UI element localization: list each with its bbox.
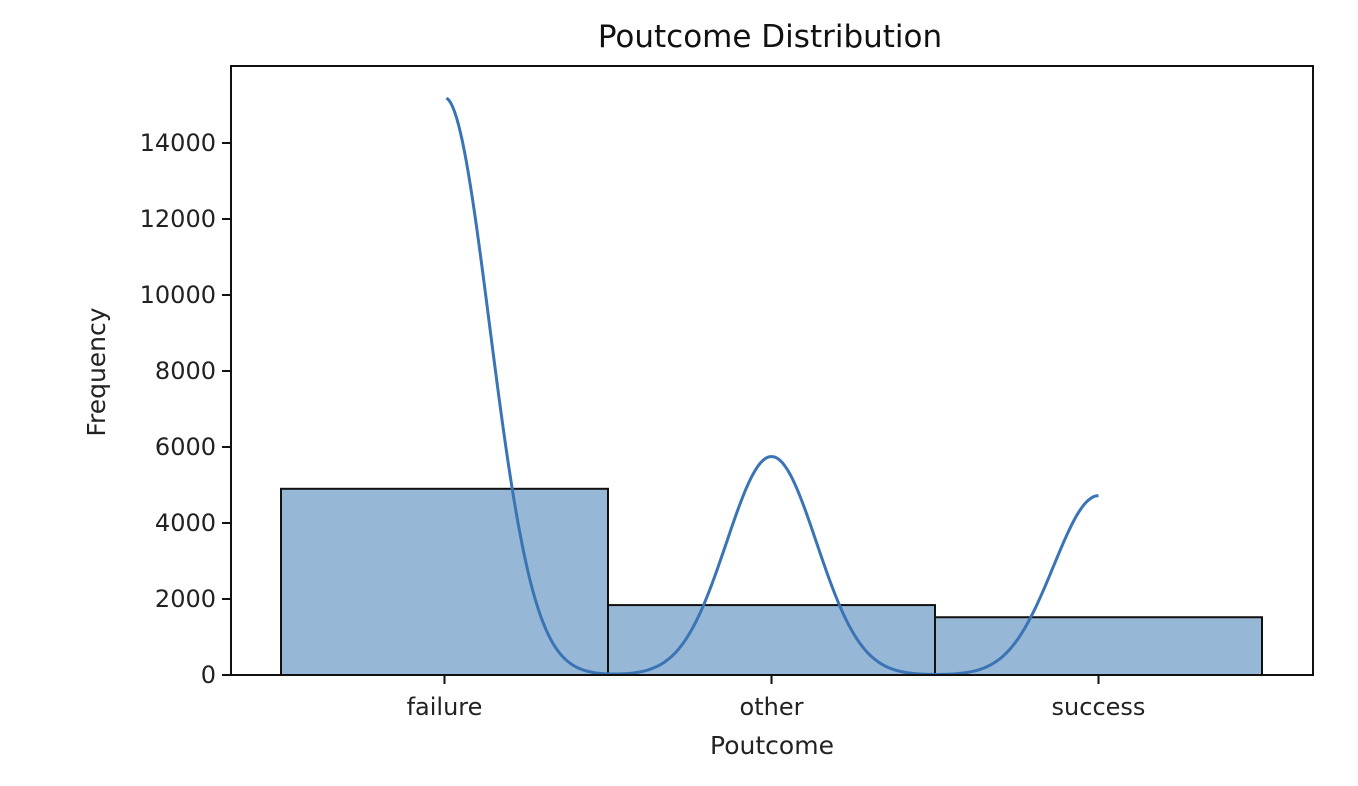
y-tick-label: 14000 (140, 129, 216, 157)
chart-title: Poutcome Distribution (598, 19, 942, 55)
y-tick-label: 10000 (140, 281, 216, 309)
x-tick-label-failure: failure (407, 693, 483, 721)
y-tick-label: 2000 (155, 585, 216, 613)
y-axis-title: Frequency (82, 307, 111, 436)
kde-line (445, 96, 1099, 676)
y-tick-label: 0 (201, 661, 216, 689)
x-tick-label-other: other (740, 693, 804, 721)
y-axis: 0 2000 4000 6000 8000 10000 12000 14000 (140, 129, 231, 689)
bar-success (934, 616, 1263, 676)
y-tick-label: 6000 (155, 433, 216, 461)
x-tick-label-success: success (1052, 693, 1146, 721)
bar-other (607, 604, 936, 677)
x-axis-title: Poutcome (710, 731, 834, 760)
y-tick-label: 8000 (155, 357, 216, 385)
bar-failure (280, 487, 609, 676)
bars-layer (280, 487, 1263, 677)
x-axis: failure other success (407, 675, 1146, 721)
y-tick-label: 12000 (140, 205, 216, 233)
y-tick-label: 4000 (155, 509, 216, 537)
